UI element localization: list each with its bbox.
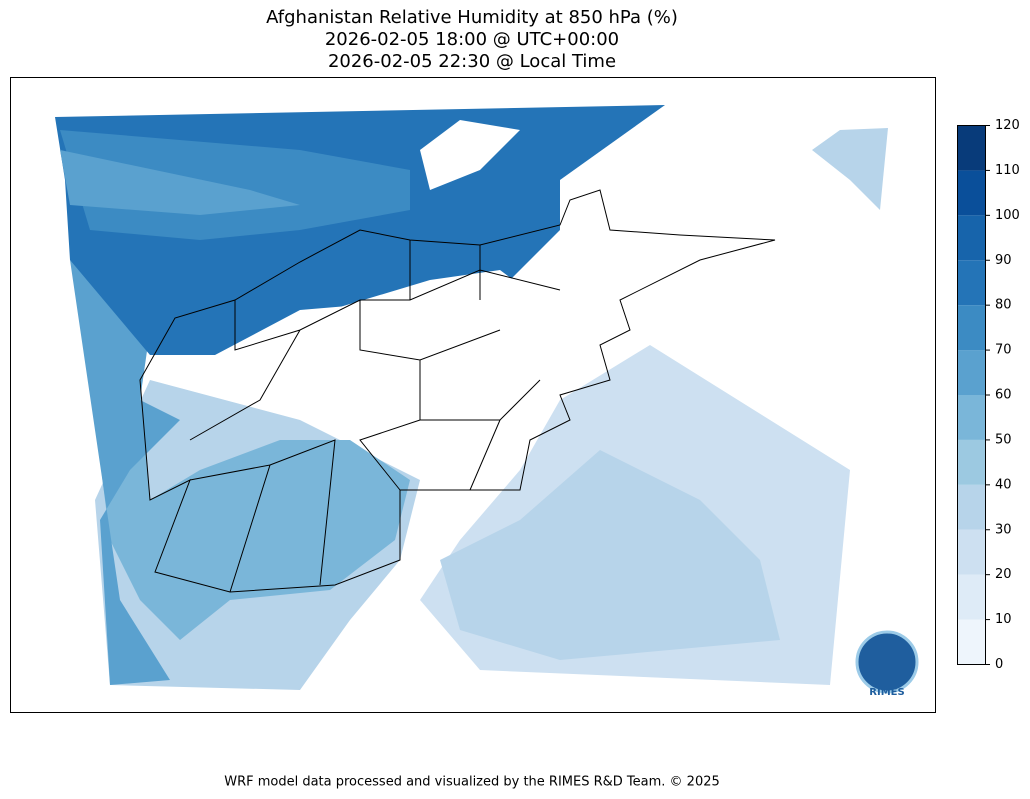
colorbar-tick-label: 110 (995, 163, 1020, 178)
colorbar-band (957, 395, 986, 440)
colorbar-tick-label: 50 (995, 432, 1012, 447)
colorbar-band (957, 125, 986, 171)
colorbar-tick-label: 0 (995, 657, 1003, 672)
title-line: 2026-02-05 22:30 @ Local Time (328, 51, 616, 72)
blank-area (420, 120, 520, 190)
colorbar: 0 10 20 30 40 50 60 70 80 90 100 110 120 (957, 118, 1020, 672)
colorbar-tick-label: 90 (995, 253, 1012, 268)
colorbar-tick-label: 30 (995, 522, 1012, 537)
humidity-area (812, 128, 888, 210)
colorbar-band (957, 619, 986, 665)
colorbar-band (957, 305, 986, 351)
map-frame (10, 77, 936, 713)
blank-area (330, 270, 560, 380)
map-field (55, 105, 888, 690)
colorbar-tick-label: 100 (995, 208, 1020, 223)
colorbar-band (957, 260, 986, 306)
colorbar-tick-label: 20 (995, 567, 1012, 582)
humidity-area (95, 380, 410, 640)
colorbar-tick-label: 120 (995, 118, 1020, 133)
colorbar-frame (957, 125, 986, 665)
colorbar-band (957, 484, 986, 530)
colorbar-band (957, 170, 986, 216)
colorbar-tick-label: 10 (995, 612, 1012, 627)
colorbar-band (957, 350, 986, 395)
colorbar-band (957, 574, 986, 620)
colorbar-band (957, 439, 986, 485)
colorbar-tick-label: 70 (995, 343, 1012, 358)
footer: WRF model data processed and visualized … (224, 775, 720, 790)
colorbar-band (957, 215, 986, 261)
colorbar-tick-label: 60 (995, 388, 1012, 403)
colorbar-tick-label: 80 (995, 298, 1012, 313)
title-line: 2026-02-05 18:00 @ UTC+00:00 (325, 29, 619, 50)
colorbar-tick-label: 40 (995, 477, 1012, 492)
province-border (189, 240, 561, 593)
logo-text: RIMES (869, 687, 904, 698)
colorbar-band (957, 529, 986, 575)
humidity-area (440, 450, 780, 660)
humidity-area (70, 260, 180, 685)
humidity-area (60, 130, 410, 240)
title-line: Afghanistan Relative Humidity at 850 hPa… (266, 7, 678, 28)
humidity-area (60, 150, 300, 215)
logo-emblem (855, 630, 919, 694)
